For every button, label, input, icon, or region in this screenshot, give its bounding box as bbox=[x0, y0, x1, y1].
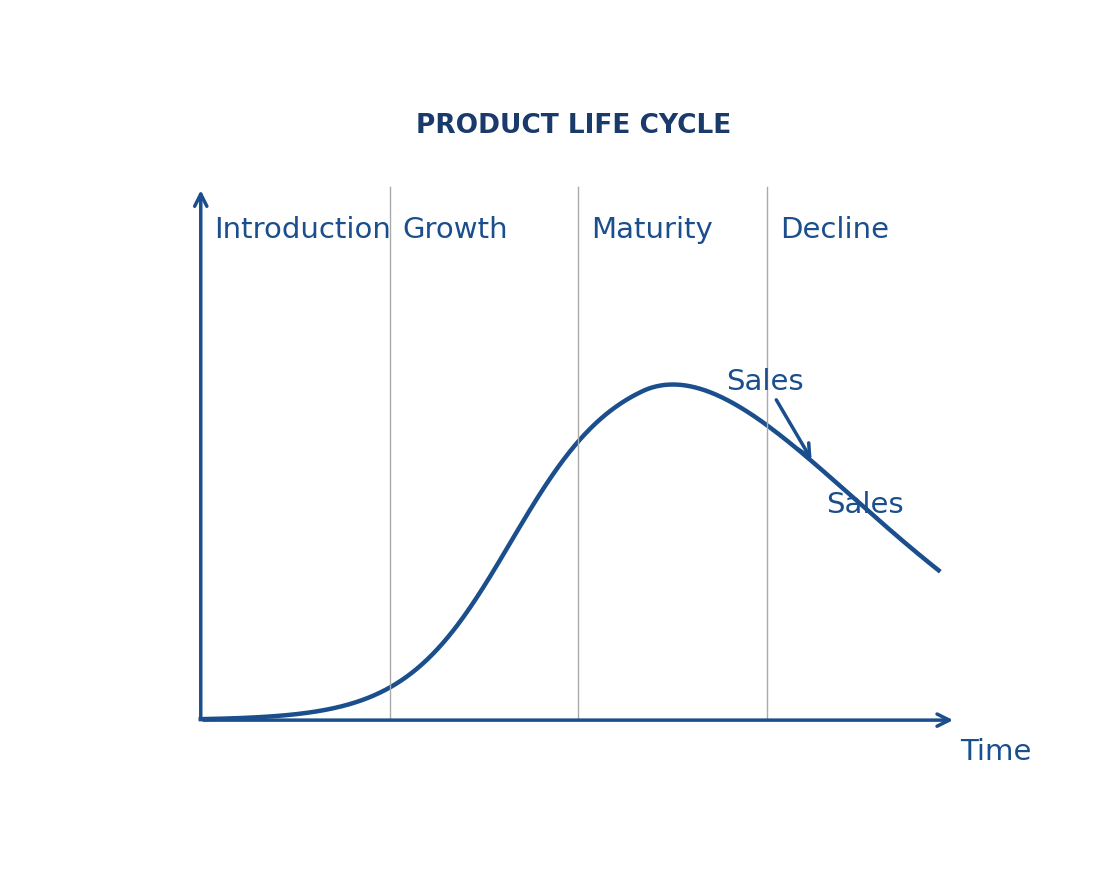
Text: Time: Time bbox=[960, 737, 1032, 765]
Text: Decline: Decline bbox=[781, 215, 889, 244]
Text: Introduction: Introduction bbox=[214, 215, 391, 244]
Text: PRODUCT LIFE CYCLE: PRODUCT LIFE CYCLE bbox=[417, 113, 731, 139]
Text: Sales: Sales bbox=[726, 367, 810, 457]
Text: Growth: Growth bbox=[402, 215, 508, 244]
Text: Maturity: Maturity bbox=[591, 215, 713, 244]
Text: Sales: Sales bbox=[827, 490, 904, 518]
